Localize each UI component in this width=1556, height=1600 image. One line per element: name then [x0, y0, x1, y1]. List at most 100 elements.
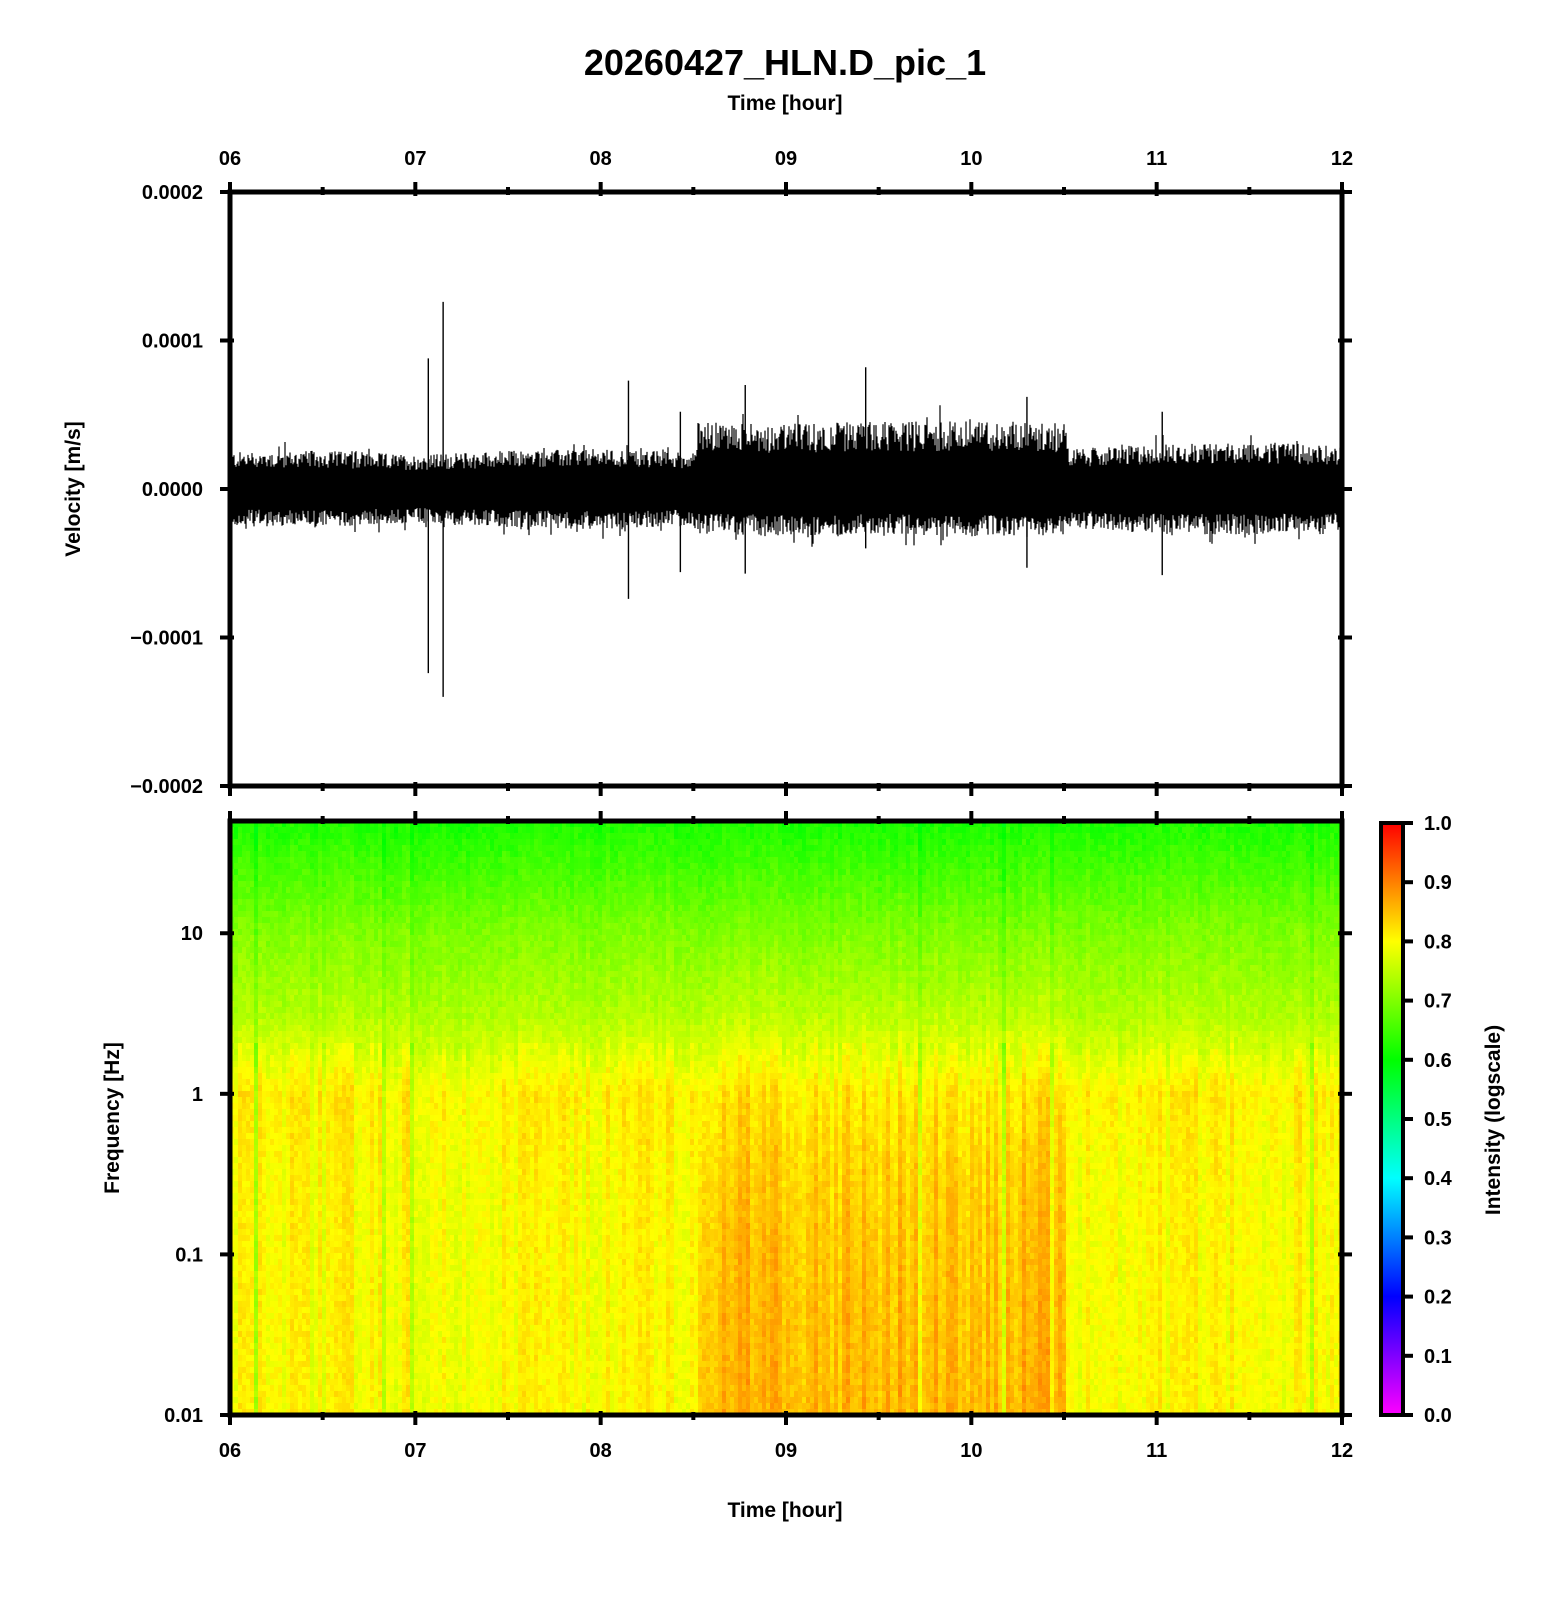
spectrogram-cell	[310, 1199, 315, 1206]
spectrogram-cell	[342, 1127, 347, 1134]
spectrogram-cell	[278, 1025, 283, 1032]
spectrogram-cell	[282, 971, 287, 978]
spectrogram-cell	[374, 1241, 379, 1248]
spectrogram-cell	[310, 1403, 315, 1410]
spectrogram-cell	[402, 1325, 407, 1332]
spectrogram-cell	[374, 1307, 379, 1314]
spectrogram-cell	[310, 1175, 315, 1182]
spectrogram-cell	[238, 917, 243, 924]
spectrogram-cell	[262, 1019, 267, 1026]
spectrogram-cell	[394, 1397, 399, 1404]
spectrogram-cell	[254, 845, 259, 852]
spectrogram-cell	[378, 1019, 383, 1026]
spectrogram-cell	[410, 1157, 415, 1164]
spectrogram-cell	[350, 887, 355, 894]
spectrogram-cell	[414, 1367, 419, 1374]
spectrogram-cell	[254, 1145, 259, 1152]
spectrogram-cell	[342, 1109, 347, 1116]
spectrogram-cell	[342, 1139, 347, 1146]
spectrogram-cell	[262, 887, 267, 894]
spectrogram-cell	[258, 1355, 263, 1362]
spectrogram-cell	[278, 1199, 283, 1206]
spectrogram-cell	[402, 929, 407, 936]
spectrogram-cell	[282, 995, 287, 1002]
spectrogram-cell	[286, 1187, 291, 1194]
spectrogram-cell	[330, 1385, 335, 1392]
spectrogram-cell	[246, 983, 251, 990]
spectrogram-cell	[326, 1007, 331, 1014]
spectrogram-cell	[246, 947, 251, 954]
spectrogram-cell	[338, 1271, 343, 1278]
spectrogram-cell	[258, 863, 263, 870]
spectrogram-cell	[294, 1331, 299, 1338]
spectrogram-cell	[318, 1217, 323, 1224]
spectrogram-cell	[286, 1079, 291, 1086]
spectrogram-cell	[258, 1097, 263, 1104]
spectrogram-cell	[386, 1007, 391, 1014]
spectrogram-cell	[362, 1163, 367, 1170]
spectrogram-cell	[254, 1379, 259, 1386]
spectrogram-cell	[310, 1241, 315, 1248]
spectrogram-cell	[350, 1085, 355, 1092]
spectrogram-cell	[294, 995, 299, 1002]
spectrogram-cell	[338, 911, 343, 918]
spectrogram-cell	[366, 1085, 371, 1092]
spectrogram-cell	[414, 1139, 419, 1146]
spectrogram-cell	[310, 1205, 315, 1212]
spectrogram-cell	[370, 1313, 375, 1320]
spectrogram-cell	[406, 971, 411, 978]
spectrogram-cell	[310, 1379, 315, 1386]
spectrogram-cell	[282, 989, 287, 996]
spectrogram-cell	[334, 905, 339, 912]
spectrogram-cell	[402, 1085, 407, 1092]
spectrogram-cell	[350, 1067, 355, 1074]
spectrogram-cell	[318, 1295, 323, 1302]
spectrogram-cell	[234, 851, 239, 858]
spectrogram-cell	[322, 869, 327, 876]
spectrogram-cell	[378, 923, 383, 930]
spectrogram-cell	[342, 893, 347, 900]
spectrogram-cell	[294, 929, 299, 936]
spectrogram-cell	[242, 1373, 247, 1380]
spectrogram-cell	[414, 1289, 419, 1296]
spectrogram-cell	[306, 983, 311, 990]
spectrogram-cell	[242, 1133, 247, 1140]
spectrogram-cell	[350, 1301, 355, 1308]
spectrogram-cell	[266, 1211, 271, 1218]
spectrogram-cell	[314, 959, 319, 966]
spectrogram-cell	[382, 935, 387, 942]
spectrogram-cell	[242, 845, 247, 852]
spectrogram-cell	[270, 875, 275, 882]
spectrogram-cell	[246, 905, 251, 912]
spectrogram-cell	[362, 845, 367, 852]
spectrogram-cell	[238, 1043, 243, 1050]
spectrogram-cell	[254, 1085, 259, 1092]
spectrogram-cell	[278, 1319, 283, 1326]
spectrogram-cell	[378, 1055, 383, 1062]
spectrogram-cell	[370, 1139, 375, 1146]
spectrogram-cell	[266, 1037, 271, 1044]
spectrogram-cell	[254, 1127, 259, 1134]
spectrogram-cell	[326, 899, 331, 906]
spectrogram-cell	[366, 893, 371, 900]
spectrogram-cell	[346, 1247, 351, 1254]
spectrogram-cell	[326, 1139, 331, 1146]
spectrogram-cell	[290, 857, 295, 864]
spectrogram-cell	[238, 1367, 243, 1374]
spectrogram-cell	[306, 881, 311, 888]
spectrogram-cell	[330, 1403, 335, 1410]
spectrogram-cell	[394, 941, 399, 948]
spectrogram-cell	[234, 1115, 239, 1122]
spectrogram-cell	[306, 899, 311, 906]
spectrogram-cell	[270, 1097, 275, 1104]
spectrogram-cell	[426, 965, 431, 972]
spectrogram-cell	[262, 1319, 267, 1326]
spectrogram-cell	[378, 1325, 383, 1332]
spectrogram-cell	[286, 1379, 291, 1386]
spectrogram-cell	[258, 1205, 263, 1212]
spectrogram-cell	[322, 1055, 327, 1062]
spectrogram-cell	[386, 1163, 391, 1170]
spectrogram-cell	[318, 1211, 323, 1218]
spectrogram-cell	[302, 953, 307, 960]
spectrogram-cell	[322, 1217, 327, 1224]
